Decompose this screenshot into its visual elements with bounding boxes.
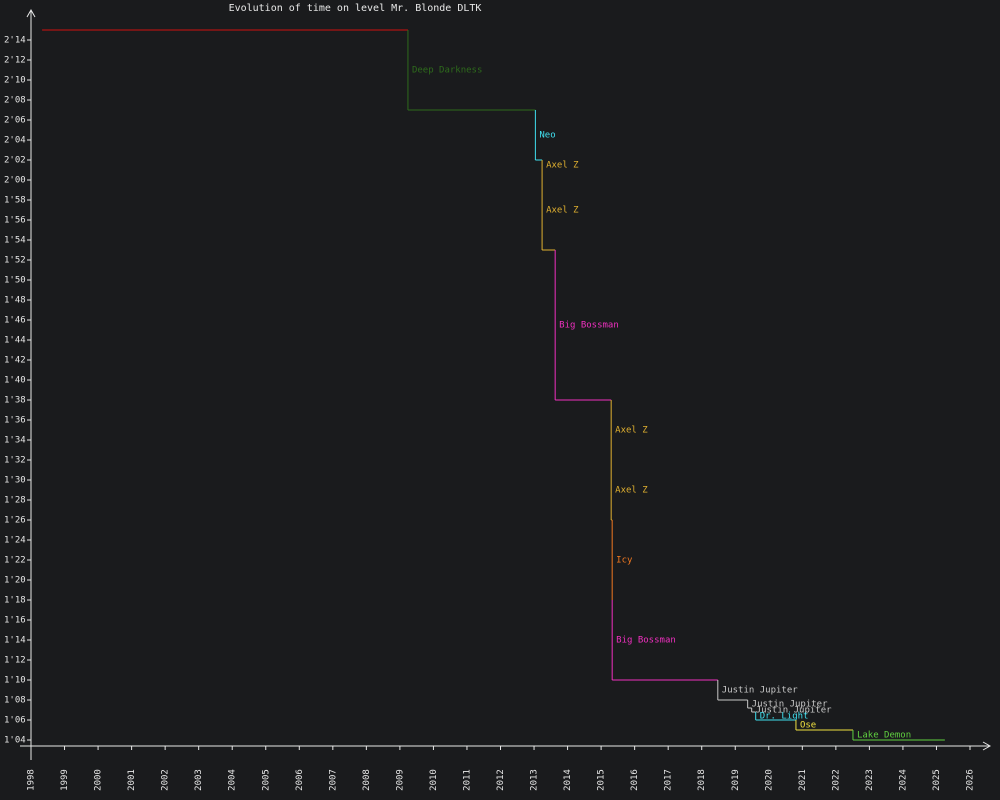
y-tick-label: 2'02 [4,156,26,166]
record-label: Justin Jupiter [722,686,798,696]
y-tick-label: 1'48 [4,296,26,306]
y-tick-label: 1'12 [4,656,26,666]
y-tick-label: 2'06 [4,116,26,126]
record-label: Lake Demon [857,731,911,741]
y-tick-label: 1'20 [4,576,26,586]
y-tick-label: 1'54 [4,236,26,246]
y-axis-arrow [26,8,36,18]
x-tick-label: 2005 [261,769,271,791]
x-tick-label: 2003 [194,769,204,791]
y-tick-label: 1'08 [4,696,26,706]
y-tick-label: 2'04 [4,136,26,146]
y-tick-label: 1'52 [4,256,26,266]
x-tick-label: 2021 [798,769,808,791]
record-label: Neo [539,131,555,141]
record-label: Deep Darkness [412,66,482,76]
x-tick-label: 2016 [630,769,640,791]
chart-title: Evolution of time on level Mr. Blonde DL… [229,3,482,14]
y-tick-label: 1'16 [4,616,26,626]
x-tick-label: 2001 [127,769,137,791]
x-tick-label: 2015 [597,769,607,791]
y-tick-label: 1'56 [4,216,26,226]
record-label: Axel Z [546,161,579,171]
x-tick-label: 2022 [831,769,841,791]
x-tick-label: 2023 [865,769,875,791]
x-tick-label: 2013 [530,769,540,791]
record-label: Big Bossman [616,636,676,646]
record-label: Justin Jupiter [756,706,832,716]
x-tick-label: 2025 [932,769,942,791]
x-tick-label: 2014 [563,769,573,791]
y-tick-label: 2'12 [4,56,26,66]
x-tick-label: 2004 [228,769,238,791]
y-tick-label: 1'04 [4,736,26,746]
x-tick-label: 1998 [27,769,37,791]
x-tick-label: 2026 [966,769,976,791]
record-label: Ose [800,721,816,731]
y-tick-label: 1'34 [4,436,26,446]
y-tick-label: 2'08 [4,96,26,106]
x-tick-label: 2017 [664,769,674,791]
y-tick-label: 1'26 [4,516,26,526]
x-tick-label: 2006 [295,769,305,791]
record-label: Justin Jupiter [752,700,828,710]
x-tick-label: 2009 [395,769,405,791]
y-tick-label: 1'50 [4,276,26,286]
y-tick-label: 1'22 [4,556,26,566]
y-tick-label: 1'28 [4,496,26,506]
y-tick-label: 1'30 [4,476,26,486]
y-tick-label: 1'44 [4,336,26,346]
y-tick-label: 1'18 [4,596,26,606]
record-label: Axel Z [615,486,648,496]
x-tick-label: 2018 [697,769,707,791]
y-tick-label: 1'40 [4,376,26,386]
x-tick-label: 2000 [94,769,104,791]
x-tick-label: 2008 [362,769,372,791]
y-tick-label: 1'14 [4,636,26,646]
y-tick-label: 2'00 [4,176,26,186]
record-label: Big Bossman [559,321,619,331]
x-axis-arrow [982,741,992,751]
y-tick-label: 1'10 [4,676,26,686]
y-tick-label: 1'46 [4,316,26,326]
y-tick-label: 1'24 [4,536,26,546]
record-label: Axel Z [546,206,579,216]
y-tick-label: 2'10 [4,76,26,86]
x-tick-label: 1999 [60,769,70,791]
x-tick-label: 2007 [328,769,338,791]
record-label: Icy [616,556,633,566]
x-tick-label: 2019 [731,769,741,791]
y-tick-label: 1'42 [4,356,26,366]
record-label: Dr. Light [760,712,809,722]
x-tick-label: 2010 [429,769,439,791]
y-tick-label: 1'58 [4,196,26,206]
x-tick-label: 2024 [898,769,908,791]
y-tick-label: 1'36 [4,416,26,426]
x-tick-label: 2011 [462,769,472,791]
x-tick-label: 2002 [161,769,171,791]
y-tick-label: 1'32 [4,456,26,466]
record-label: Axel Z [615,426,648,436]
x-tick-label: 2020 [764,769,774,791]
y-tick-label: 2'14 [4,36,26,46]
y-tick-label: 1'06 [4,716,26,726]
y-tick-label: 1'38 [4,396,26,406]
x-tick-label: 2012 [496,769,506,791]
